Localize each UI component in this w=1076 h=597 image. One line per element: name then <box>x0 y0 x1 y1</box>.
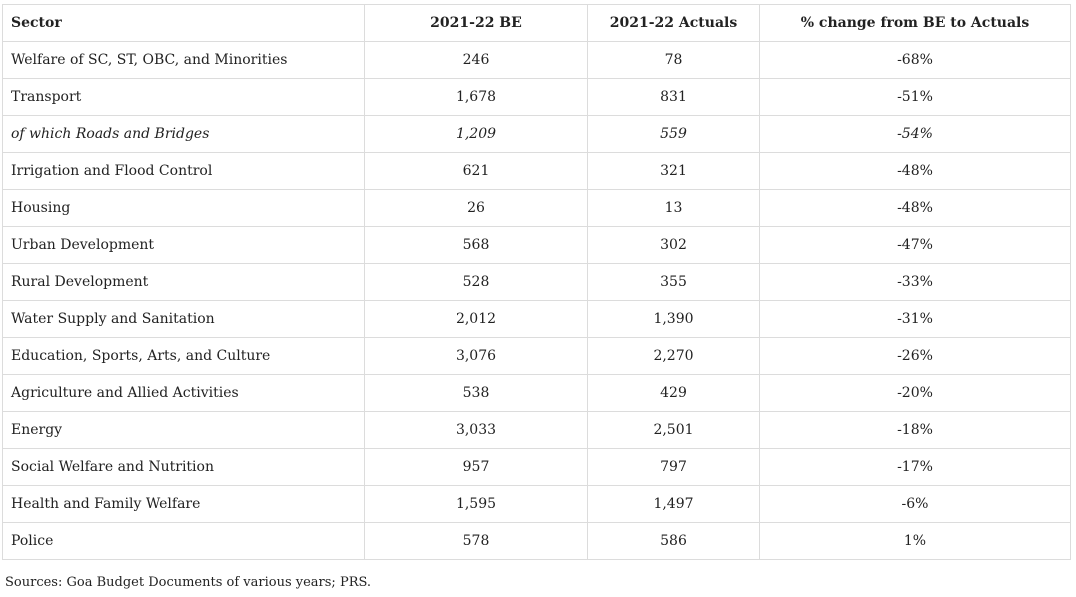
actuals-cell: 559 <box>587 115 760 153</box>
be-cell: 1,595 <box>364 485 588 523</box>
table-row: Energy 3,033 2,501 -18% <box>2 411 1071 449</box>
table-body: Welfare of SC, ST, OBC, and Minorities 24… <box>2 41 1071 560</box>
be-cell: 1,209 <box>364 115 588 153</box>
actuals-cell: 429 <box>587 374 760 412</box>
actuals-cell: 831 <box>587 78 760 116</box>
sector-cell: Social Welfare and Nutrition <box>2 448 365 486</box>
sector-cell: of which Roads and Bridges <box>2 115 365 153</box>
sector-cell: Health and Family Welfare <box>2 485 365 523</box>
pct-change-cell: -51% <box>759 78 1071 116</box>
be-cell: 621 <box>364 152 588 190</box>
sector-cell: Irrigation and Flood Control <box>2 152 365 190</box>
actuals-cell: 78 <box>587 41 760 79</box>
pct-change-cell: -18% <box>759 411 1071 449</box>
actuals-cell: 2,501 <box>587 411 760 449</box>
table-row: Education, Sports, Arts, and Culture 3,07… <box>2 337 1071 375</box>
table-row: Transport 1,678 831 -51% <box>2 78 1071 116</box>
header-pct-change: % change from BE to Actuals <box>759 4 1071 42</box>
pct-change-cell: -6% <box>759 485 1071 523</box>
table-row: Police 578 586 1% <box>2 522 1071 560</box>
be-cell: 246 <box>364 41 588 79</box>
actuals-cell: 586 <box>587 522 760 560</box>
table-row: Social Welfare and Nutrition 957 797 -17% <box>2 448 1071 486</box>
header-be: 2021-22 BE <box>364 4 588 42</box>
pct-change-cell: -33% <box>759 263 1071 301</box>
be-cell: 578 <box>364 522 588 560</box>
be-cell: 2,012 <box>364 300 588 338</box>
pct-change-cell: -26% <box>759 337 1071 375</box>
pct-change-cell: -17% <box>759 448 1071 486</box>
be-cell: 528 <box>364 263 588 301</box>
actuals-cell: 2,270 <box>587 337 760 375</box>
actuals-cell: 13 <box>587 189 760 227</box>
table-row: Water Supply and Sanitation 2,012 1,390 -31… <box>2 300 1071 338</box>
pct-change-cell: -48% <box>759 189 1071 227</box>
be-cell: 1,678 <box>364 78 588 116</box>
sector-cell: Urban Development <box>2 226 365 264</box>
be-cell: 538 <box>364 374 588 412</box>
actuals-cell: 797 <box>587 448 760 486</box>
actuals-cell: 355 <box>587 263 760 301</box>
table-row: Housing 26 13 -48% <box>2 189 1071 227</box>
pct-change-cell: -48% <box>759 152 1071 190</box>
pct-change-cell: 1% <box>759 522 1071 560</box>
sector-cell: Welfare of SC, ST, OBC, and Minorities <box>2 41 365 79</box>
table-header: Sector 2021-22 BE 2021-22 Actuals % chan… <box>2 4 1071 42</box>
be-cell: 3,076 <box>364 337 588 375</box>
table-row: Urban Development 568 302 -47% <box>2 226 1071 264</box>
sector-cell: Agriculture and Allied Activities <box>2 374 365 412</box>
actuals-cell: 321 <box>587 152 760 190</box>
table-row: of which Roads and Bridges 1,209 559 -54% <box>2 115 1071 153</box>
pct-change-cell: -68% <box>759 41 1071 79</box>
be-cell: 568 <box>364 226 588 264</box>
budget-table: Sector 2021-22 BE 2021-22 Actuals % chan… <box>2 4 1071 560</box>
sector-cell: Police <box>2 522 365 560</box>
sector-cell: Rural Development <box>2 263 365 301</box>
sector-cell: Education, Sports, Arts, and Culture <box>2 337 365 375</box>
pct-change-cell: -20% <box>759 374 1071 412</box>
be-cell: 3,033 <box>364 411 588 449</box>
actuals-cell: 1,497 <box>587 485 760 523</box>
table-row: Welfare of SC, ST, OBC, and Minorities 24… <box>2 41 1071 79</box>
pct-change-cell: -31% <box>759 300 1071 338</box>
actuals-cell: 302 <box>587 226 760 264</box>
table-row: Rural Development 528 355 -33% <box>2 263 1071 301</box>
be-cell: 26 <box>364 189 588 227</box>
table-row: Health and Family Welfare 1,595 1,497 -6% <box>2 485 1071 523</box>
table-row: Agriculture and Allied Activities 538 429-… <box>2 374 1071 412</box>
header-actuals: 2021-22 Actuals <box>587 4 760 42</box>
table-row: Irrigation and Flood Control 621 321 -48% <box>2 152 1071 190</box>
sector-cell: Housing <box>2 189 365 227</box>
actuals-cell: 1,390 <box>587 300 760 338</box>
header-sector: Sector <box>2 4 365 42</box>
be-cell: 957 <box>364 448 588 486</box>
sector-cell: Water Supply and Sanitation <box>2 300 365 338</box>
header-row: Sector 2021-22 BE 2021-22 Actuals % chan… <box>2 4 1071 42</box>
pct-change-cell: -54% <box>759 115 1071 153</box>
sector-cell: Energy <box>2 411 365 449</box>
source-note: Sources: Goa Budget Documents of various… <box>5 575 372 590</box>
pct-change-cell: -47% <box>759 226 1071 264</box>
sector-cell: Transport <box>2 78 365 116</box>
